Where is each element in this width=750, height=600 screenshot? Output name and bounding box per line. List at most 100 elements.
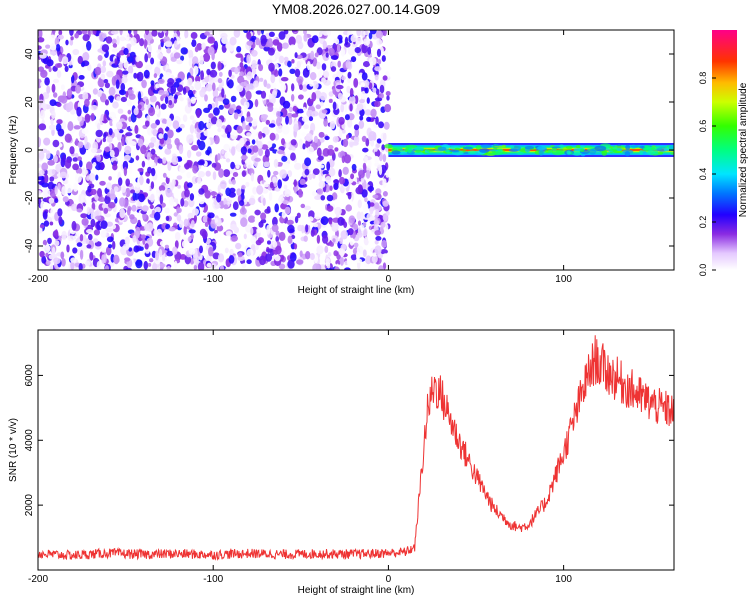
- spectrogram-cell: [364, 109, 372, 116]
- spectrogram-cell: [269, 132, 276, 141]
- spectrogram-cell: [254, 216, 261, 223]
- spectrogram-cell: [198, 199, 205, 205]
- spectrogram-cell: [111, 38, 117, 45]
- spectrogram-cell: [303, 30, 307, 35]
- spectrogram-cell: [244, 104, 248, 113]
- spectrogram-cell: [189, 193, 195, 201]
- spectrogram-cell: [314, 195, 322, 200]
- spectrogram-cell: [260, 90, 267, 99]
- spectrogram-cell: [358, 120, 365, 129]
- spectrogram-cell: [218, 168, 225, 178]
- spectrogram-cell: [351, 163, 357, 171]
- spectrogram-cell: [307, 216, 314, 222]
- spectrogram-cell: [89, 173, 96, 182]
- spectrogram-cell: [256, 185, 264, 195]
- spectrogram-cell: [243, 30, 249, 33]
- spectrogram-cell: [321, 63, 327, 71]
- spectrogram-cell: [119, 30, 123, 36]
- spectrogram-cell: [381, 55, 386, 62]
- spectrogram-cell: [375, 143, 381, 149]
- spectrogram-cell: [305, 224, 309, 233]
- spectrogram-cell: [118, 177, 123, 186]
- spectrogram-cell: [262, 126, 270, 136]
- spectrogram-cell: [173, 52, 181, 59]
- spectrogram-cell: [312, 168, 320, 176]
- spectrogram-cell: [198, 120, 205, 131]
- spectrogram-cell: [71, 203, 78, 212]
- spectrogram-cell: [64, 133, 72, 143]
- spectrogram-cell: [162, 157, 167, 164]
- spectrogram-cell: [301, 132, 306, 137]
- spectrogram-cell: [38, 151, 45, 160]
- spectrogram-cell: [208, 113, 214, 119]
- spectrogram-cell: [49, 99, 57, 107]
- spectrogram-cell: [95, 174, 99, 181]
- spectrogram-cell: [278, 263, 286, 270]
- spectrogram-cell: [328, 218, 333, 225]
- spectrogram-cell: [148, 106, 156, 117]
- spectrogram-cell: [69, 30, 74, 36]
- y-tick-label: 4000: [24, 429, 35, 452]
- spectrogram-cell: [40, 109, 45, 120]
- spectrogram-cell: [382, 253, 389, 258]
- spectrogram-cell: [211, 162, 217, 168]
- spectrogram-cell: [225, 158, 231, 163]
- spectrogram-cell: [202, 215, 209, 223]
- spectrogram-cell: [197, 176, 202, 184]
- spectrogram-cell: [240, 217, 248, 228]
- spectrogram-cell: [38, 176, 45, 181]
- spectrogram-cell: [164, 41, 172, 47]
- spectrogram-cell: [642, 145, 652, 151]
- spectrogram-cell: [207, 46, 215, 56]
- spectrogram-cell: [276, 117, 282, 127]
- spectrogram-cell: [266, 224, 271, 235]
- spectrogram-cell: [299, 178, 306, 185]
- spectrogram-cell: [368, 82, 373, 90]
- spectrogram-cell: [144, 243, 149, 250]
- spectrogram-cell: [219, 180, 227, 189]
- spectrogram-cell: [129, 214, 135, 220]
- spectrogram-cell: [218, 84, 222, 92]
- spectrogram-cell: [254, 99, 259, 108]
- spectrogram-cell: [288, 36, 296, 47]
- spectrogram-cell: [165, 215, 170, 221]
- spectrogram-cell: [51, 83, 56, 93]
- spectrogram-cell: [252, 145, 259, 153]
- spectrogram-cell: [173, 189, 181, 199]
- spectrogram-cell: [271, 55, 276, 61]
- spectrogram-cell: [361, 72, 368, 81]
- spectrogram-cell: [100, 73, 106, 80]
- spectrogram-cell: [156, 228, 163, 236]
- spectrogram-cell: [326, 194, 334, 202]
- spectrogram-cell: [190, 32, 198, 39]
- spectrogram-cell: [119, 208, 126, 219]
- spectrogram-cell: [150, 57, 155, 65]
- spectrogram-cell: [251, 59, 257, 69]
- snr-ticks: -200 -100 0 100 2000 4000 6000: [24, 330, 674, 585]
- spectrogram-cell: [52, 139, 60, 148]
- spectrogram-cell: [82, 169, 88, 175]
- spectrogram-cell: [362, 249, 367, 257]
- spectrogram-cell: [252, 67, 257, 75]
- y-tick-label: 40: [24, 48, 35, 60]
- spectrogram-cell: [204, 221, 209, 227]
- spectrogram-cell: [283, 56, 289, 62]
- spectrogram-cell: [135, 60, 143, 69]
- spectrogram-cell: [301, 116, 309, 122]
- spectrogram-cell: [372, 252, 377, 257]
- spectrogram-cell: [333, 38, 340, 45]
- spectrogram-cell: [47, 237, 52, 245]
- spectrogram-cell: [407, 147, 412, 154]
- spectrogram-cell: [344, 114, 350, 121]
- spectrogram-cell: [327, 144, 334, 150]
- spectrogram-cell: [265, 119, 270, 125]
- spectrogram-cell: [183, 218, 189, 227]
- spectrogram-cell: [286, 112, 293, 119]
- spectrogram-cell: [116, 35, 120, 45]
- spectrogram-cell: [74, 32, 79, 39]
- spectrogram-cell: [353, 78, 359, 88]
- spectrogram-cell: [81, 44, 87, 53]
- spectrogram-cell: [414, 146, 424, 151]
- spectrogram-cell: [81, 218, 89, 226]
- spectrogram-cell: [71, 220, 77, 231]
